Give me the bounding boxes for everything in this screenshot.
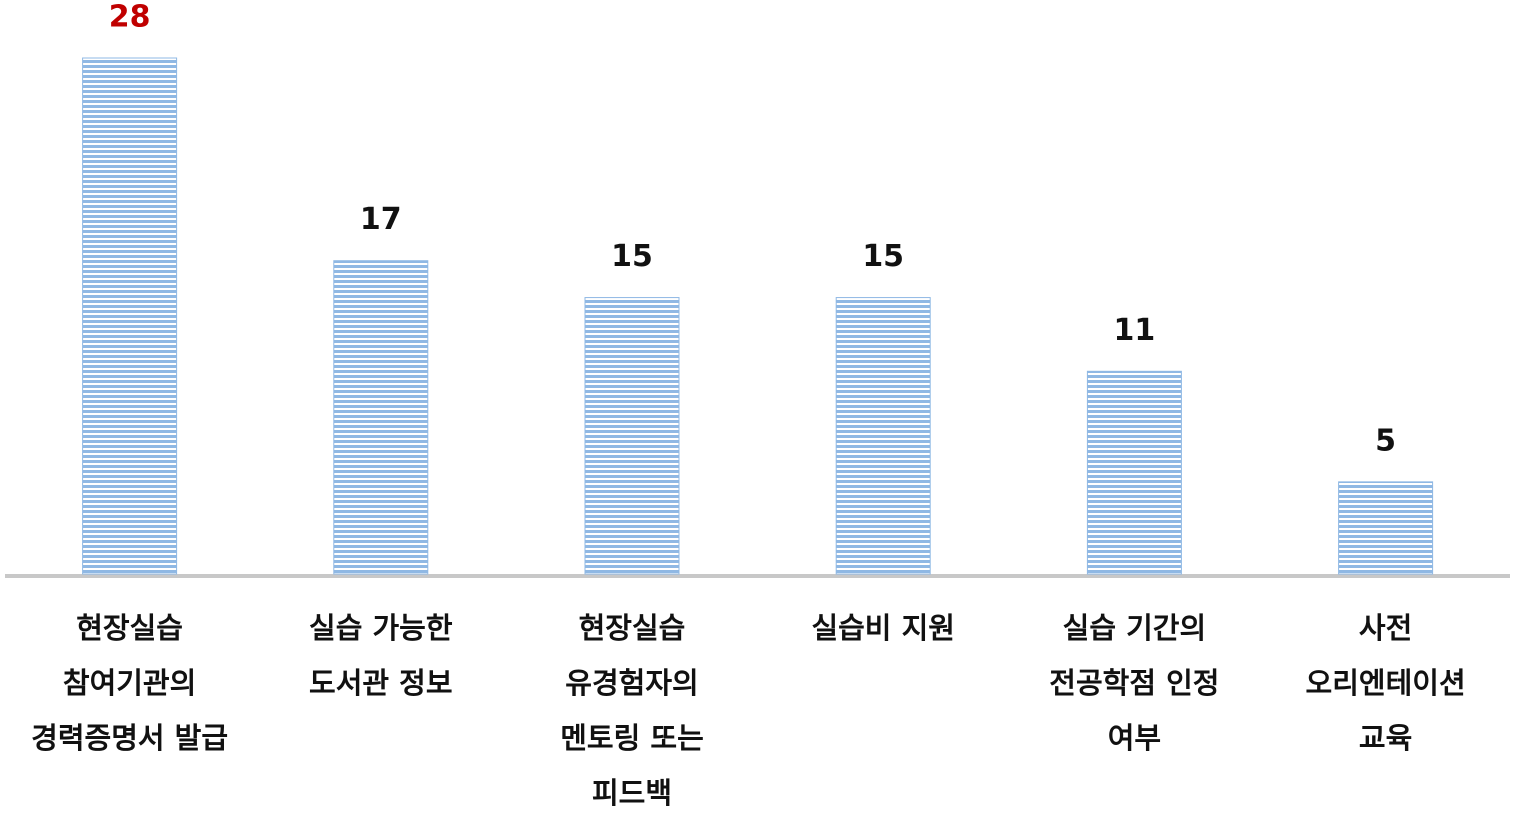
x-tick-label: 사전 (1359, 611, 1412, 645)
x-tick-label: 실습비 지원 (811, 611, 955, 645)
value-label: 11 (1114, 313, 1156, 348)
bar (1086, 370, 1182, 575)
x-tick-label: 피드백 (592, 776, 672, 810)
x-tick-label: 참여기관의 (63, 666, 196, 700)
bar (584, 297, 680, 575)
x-tick-label: 유경험자의 (565, 666, 698, 700)
x-tick-label: 전공학점 인정 (1049, 666, 1219, 700)
value-label: 17 (360, 202, 402, 237)
x-tick-label: 실습 기간의 (1063, 611, 1207, 645)
x-tick-label: 현장실습 (579, 611, 686, 645)
bar (333, 260, 429, 575)
x-tick-label: 도서관 정보 (309, 666, 453, 700)
value-label: 5 (1375, 423, 1396, 458)
x-tick-label: 멘토링 또는 (560, 721, 704, 755)
bar (82, 57, 178, 575)
x-tick-label: 현장실습 (76, 611, 183, 645)
value-label: 15 (611, 239, 653, 274)
x-tick-label: 실습 가능한 (309, 611, 453, 645)
x-tick-label: 교육 (1359, 721, 1412, 755)
bar (1338, 481, 1434, 575)
x-tick-label: 경력증명서 발급 (31, 721, 228, 755)
x-tick-label: 오리엔테이션 (1306, 666, 1466, 700)
value-label: 28 (109, 0, 151, 35)
x-tick-label: 여부 (1108, 721, 1161, 755)
bar (835, 297, 931, 575)
value-label: 15 (862, 239, 904, 274)
